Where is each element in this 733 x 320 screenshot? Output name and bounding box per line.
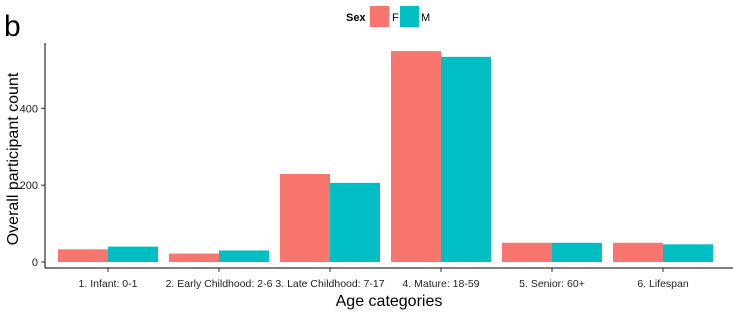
bar-m-4 (441, 56, 491, 263)
bar-f-3 (280, 174, 330, 262)
y-tick-label: 400 (20, 103, 38, 115)
y-ticks-group: 0 200 400 (20, 103, 45, 269)
x-tick-label: 3. Late Childhood: 7-17 (275, 278, 384, 290)
x-ticks-group: 1. Infant: 0-1 2. Early Childhood: 2-6 3. … (79, 268, 689, 290)
x-axis-title: Age categories (336, 293, 443, 310)
bar-m-1 (108, 246, 158, 262)
x-tick-label: 2. Early Childhood: 2-6 (166, 278, 273, 290)
bar-f-2 (169, 253, 219, 262)
x-tick-label: 6. Lifespan (637, 278, 689, 290)
legend-label-m: M (421, 12, 430, 24)
legend-key-f (370, 6, 389, 27)
bar-m-6 (663, 244, 713, 262)
panel-label: b (4, 10, 21, 43)
bar-m-5 (552, 242, 602, 262)
x-tick-label: 4. Mature: 18-59 (402, 278, 479, 290)
y-tick-label: 0 (32, 257, 38, 269)
y-tick-label: 200 (20, 180, 38, 192)
bar-f-5 (502, 242, 552, 262)
bars-group (58, 51, 713, 263)
legend-label-f: F (392, 12, 399, 24)
legend-key-m (400, 6, 419, 27)
x-tick-label: 1. Infant: 0-1 (79, 278, 138, 290)
bar-m-2 (219, 250, 269, 262)
legend: Sex F M (346, 6, 430, 27)
bar-f-4 (391, 51, 441, 262)
x-tick-label: 5. Senior: 60+ (519, 278, 585, 290)
bar-m-3 (330, 182, 380, 262)
legend-title: Sex (346, 12, 366, 24)
y-axis-title: Overall participant count (5, 72, 22, 245)
bar-f-1 (58, 249, 108, 262)
bar-f-6 (613, 242, 663, 262)
